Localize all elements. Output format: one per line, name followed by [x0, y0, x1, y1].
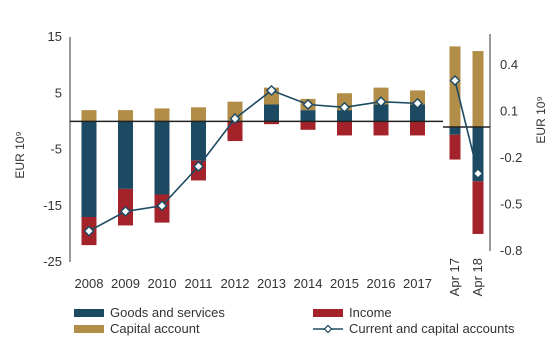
y-tick-label: -25: [43, 254, 62, 269]
bar-goods-and-services: [154, 121, 170, 195]
line-marker: [375, 96, 387, 108]
series-line: [88, 89, 418, 232]
bar-income: [337, 121, 352, 136]
bar-capital-account: [81, 110, 97, 122]
bar-capital-account: [154, 108, 170, 122]
x-tick-label: 2008: [75, 276, 104, 291]
series-line: [454, 80, 479, 174]
y-tick-label: 0.1: [500, 104, 518, 119]
x-tick-label: Apr 17: [447, 258, 462, 296]
line-marker: [411, 97, 424, 109]
line-marker: [472, 167, 484, 180]
y-tick-label: 0.4: [500, 57, 518, 72]
bar-goods-and-services: [191, 121, 206, 161]
x-tick-label: 2012: [221, 276, 250, 291]
x-tick-label: Apr 18: [470, 258, 485, 296]
x-tick-label: 2016: [367, 276, 396, 291]
bar-capital-account: [449, 46, 461, 127]
bar-income: [449, 134, 461, 160]
y-tick-label: -0.2: [500, 150, 522, 165]
y-axis-title: EUR 10⁹: [13, 131, 27, 178]
line-marker: [192, 160, 205, 172]
y-tick-label: 15: [48, 29, 62, 44]
x-tick-label: 2015: [330, 276, 359, 291]
x-tick-label: 2009: [111, 276, 140, 291]
left-panel: 15 5 -5 -15 -25 EUR 10⁹ 2008 2009 2010 2011 2012 20…: [13, 29, 443, 291]
y-tick-label: -0.8: [500, 243, 522, 258]
bar-goods-and-services: [337, 110, 352, 122]
y-tick-label: -5: [50, 142, 62, 157]
bar-goods-and-services: [300, 110, 316, 122]
line-marker: [119, 205, 132, 217]
line-marker: [265, 84, 278, 96]
legend-swatch: [74, 325, 104, 333]
legend-label: Goods and services: [110, 305, 225, 320]
y-axis-title: EUR 10⁹: [534, 96, 548, 143]
bar-goods-and-services: [264, 104, 279, 122]
x-tick-label: 2017: [403, 276, 432, 291]
x-tick-label: 2011: [185, 276, 213, 291]
line-marker: [338, 101, 351, 113]
line-marker: [302, 98, 314, 111]
bar-income: [300, 121, 316, 130]
legend: Goods and services Income Capital account C…: [74, 305, 515, 336]
bar-income: [373, 121, 389, 136]
bar-income: [227, 121, 243, 142]
legend-swatch: [313, 309, 343, 317]
legend-label: Capital account: [110, 321, 200, 336]
bar-income: [472, 181, 484, 234]
bar-goods-and-services: [118, 121, 133, 189]
x-tick-label: 2013: [257, 276, 286, 291]
x-tick-label: 2014: [294, 276, 323, 291]
x-tick-label: 2010: [148, 276, 177, 291]
legend-swatch: [74, 309, 104, 317]
bar-capital-account: [410, 90, 425, 105]
bar-goods-and-services: [472, 127, 484, 182]
bar-capital-account: [472, 51, 484, 127]
y-tick-label: -0.5: [500, 197, 522, 212]
y-tick-label: 5: [55, 85, 62, 100]
line-marker: [449, 74, 461, 87]
bar-capital-account: [191, 107, 206, 122]
legend-label: Current and capital accounts: [349, 321, 515, 336]
bar-goods-and-services: [410, 104, 425, 122]
line-marker: [83, 225, 95, 237]
bar-capital-account: [118, 110, 133, 122]
bar-income: [410, 121, 425, 136]
bar-income: [264, 121, 279, 125]
legend-label: Income: [349, 305, 392, 320]
line-marker: [229, 113, 241, 125]
bar-goods-and-services: [449, 127, 461, 135]
y-tick-label: -15: [43, 198, 62, 213]
legend-marker: [323, 324, 333, 334]
right-panel: 0.4 0.1 -0.2 -0.5 -0.8 EUR 10⁹ Apr 17 Apr 18: [443, 34, 548, 296]
line-marker: [156, 200, 168, 212]
bar-goods-and-services: [81, 121, 97, 217]
bar-goods-and-services: [373, 104, 389, 122]
